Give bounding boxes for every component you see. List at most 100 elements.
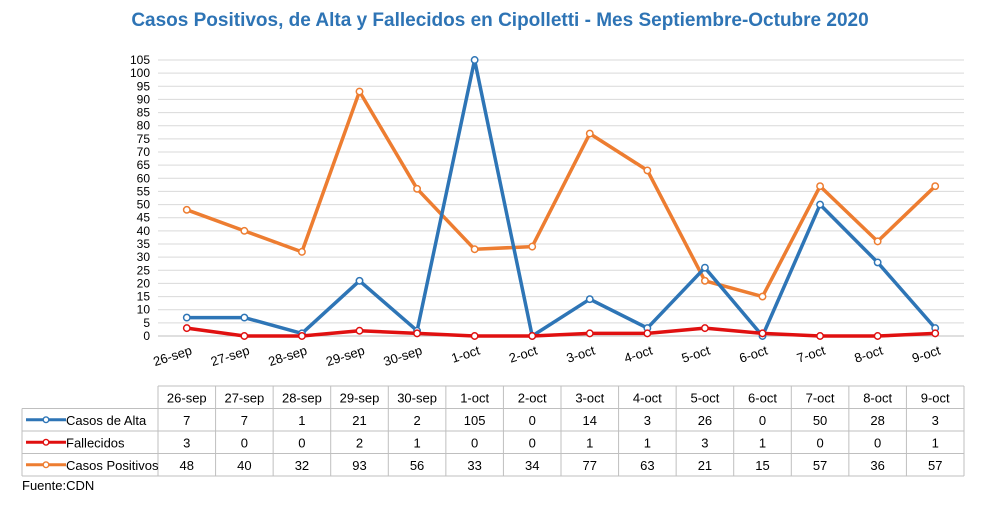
x-tick-label: 7-oct (795, 342, 827, 365)
table-value-cell: 0 (529, 435, 536, 450)
data-point (470, 332, 479, 340)
table-value-cell: 26 (698, 413, 712, 428)
table-value-cell: 14 (583, 413, 597, 428)
x-tick-label: 4-oct (622, 342, 654, 365)
data-point (758, 292, 767, 301)
table-value-cell: 33 (467, 458, 481, 473)
table-value-cell: 28 (870, 413, 884, 428)
table-value-cell: 15 (755, 458, 769, 473)
y-tick-label: 50 (137, 198, 151, 212)
x-tick-label: 26-sep (151, 343, 193, 370)
x-tick-label: 27-sep (209, 343, 251, 370)
x-tick-label: 8-oct (852, 342, 884, 365)
table-value-cell: 63 (640, 458, 654, 473)
legend-entry: Casos de Alta (66, 413, 147, 428)
data-point (297, 247, 306, 256)
table-header-cell: 8-oct (863, 390, 892, 405)
series-line-casos-positivos (185, 89, 937, 299)
table-value-cell: 40 (237, 458, 251, 473)
data-point (873, 332, 882, 340)
data-point (470, 56, 479, 64)
data-point (700, 276, 709, 285)
table-value-cell: 1 (298, 413, 305, 428)
data-point (240, 226, 249, 235)
data-point (873, 237, 882, 246)
table-value-cell: 2 (413, 413, 420, 428)
y-tick-label: 90 (137, 92, 151, 106)
legend-entry: Casos Positivos (66, 458, 159, 473)
table-header-cell: 28-sep (282, 390, 322, 405)
table-value-cell: 57 (928, 458, 942, 473)
data-point (585, 295, 594, 304)
table-value-cell: 0 (816, 435, 823, 450)
table-header-cell: 9-oct (921, 390, 950, 405)
table-value-cell: 36 (870, 458, 884, 473)
y-tick-label: 60 (137, 171, 151, 185)
legend-entry: Fallecidos (66, 435, 125, 450)
data-point (182, 324, 191, 333)
table-value-cell: 0 (759, 413, 766, 428)
table-value-cell: 93 (352, 458, 366, 473)
x-tick-label: 2-oct (507, 342, 539, 365)
y-tick-label: 30 (137, 250, 151, 264)
chart-title: Casos Positivos, de Alta y Fallecidos en… (131, 10, 869, 31)
legend-key-marker (42, 416, 50, 424)
x-tick-label: 1-oct (449, 342, 481, 365)
data-point (643, 329, 652, 338)
data-point (700, 263, 709, 272)
data-point (355, 326, 364, 335)
table-value-cell: 1 (644, 435, 651, 450)
data-point (873, 258, 882, 267)
table-value-cell: 77 (583, 458, 597, 473)
y-tick-label: 105 (130, 53, 150, 67)
data-point (931, 182, 940, 191)
y-tick-label: 80 (137, 119, 151, 133)
y-tick-label: 0 (143, 329, 150, 343)
data-point (585, 329, 594, 338)
y-tick-label: 70 (137, 145, 151, 159)
table-header-cell: 1-oct (460, 390, 489, 405)
y-tick-label: 25 (137, 263, 151, 277)
y-tick-label: 45 (137, 211, 151, 225)
y-tick-label: 20 (137, 276, 151, 290)
table-value-cell: 1 (586, 435, 593, 450)
legend-key-marker (42, 438, 50, 446)
table-header-cell: 5-oct (690, 390, 719, 405)
table-value-cell: 105 (464, 413, 486, 428)
y-tick-label: 65 (137, 158, 151, 172)
table-value-cell: 56 (410, 458, 424, 473)
x-tick-label: 28-sep (266, 343, 308, 370)
table-value-cell: 0 (471, 435, 478, 450)
y-tick-label: 75 (137, 132, 151, 146)
series-line-casos-de-alta (185, 58, 937, 338)
series-line-fallecidos (185, 326, 937, 338)
data-point (470, 245, 479, 254)
table-value-cell: 1 (413, 435, 420, 450)
data-point (816, 182, 825, 191)
data-point (931, 329, 940, 338)
table-header-cell: 27-sep (224, 390, 264, 405)
data-point (413, 329, 422, 338)
data-point (528, 242, 537, 251)
table-header-cell: 26-sep (167, 390, 207, 405)
y-tick-label: 95 (137, 79, 151, 93)
data-point (816, 200, 825, 209)
y-tick-label: 10 (137, 303, 151, 317)
data-point (700, 324, 709, 333)
table-header-cell: 6-oct (748, 390, 777, 405)
data-point (758, 329, 767, 338)
source-note: Fuente:CDN (22, 478, 95, 493)
y-tick-label: 85 (137, 106, 151, 120)
data-point (182, 205, 191, 214)
table-value-cell: 34 (525, 458, 539, 473)
table-value-cell: 21 (698, 458, 712, 473)
table-header-cell: 7-oct (806, 390, 835, 405)
table-value-cell: 3 (183, 435, 190, 450)
table-value-cell: 32 (295, 458, 309, 473)
table-value-cell: 21 (352, 413, 366, 428)
table-value-cell: 3 (932, 413, 939, 428)
table-value-cell: 48 (180, 458, 194, 473)
table-value-cell: 0 (874, 435, 881, 450)
y-tick-label: 5 (143, 316, 150, 330)
data-point (355, 87, 364, 96)
